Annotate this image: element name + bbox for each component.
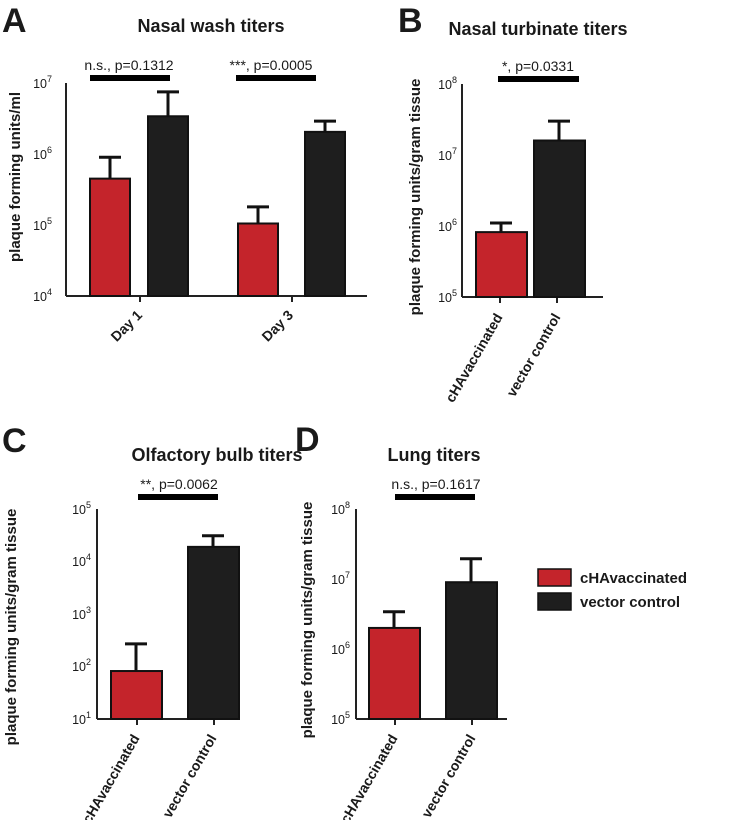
panel-b: B Nasal turbinate titers plaque forming …: [398, 2, 628, 405]
panel-a-bar-cha-day1: [89, 177, 131, 298]
panel-b-bar-vector: [533, 139, 586, 298]
panel-d-ytick-label: 108: [331, 500, 350, 517]
panel-a-category-label: Day 3: [258, 307, 296, 345]
panel-a-bar-vector-day1: [147, 115, 189, 297]
panel-a-error-cha-day3: [247, 205, 269, 224]
panel-d-letter: D: [295, 421, 320, 459]
legend-swatch-vector: [537, 592, 572, 611]
panel-b-letter: B: [398, 2, 423, 40]
panel-b-title: Nasal turbinate titers: [448, 19, 627, 39]
panel-a-sig-bar-day1: [90, 75, 170, 81]
panel-d-ytick-label: 106: [331, 640, 350, 657]
legend-label-cha: cHAvaccinated: [580, 570, 687, 587]
panel-d-ytick-label: 107: [331, 570, 350, 587]
panel-c-category-label: vector control: [159, 732, 220, 820]
panel-c-sig-label: **, p=0.0062: [140, 476, 218, 492]
panel-c-ytick-label: 105: [72, 500, 91, 517]
panel-b-category-label: vector control: [503, 311, 564, 400]
panel-c-ytick-label: 104: [72, 552, 91, 569]
panel-a: A Nasal wash titers plaque forming units…: [2, 2, 367, 345]
panel-a-bar-cha-day3: [237, 222, 279, 297]
panel-b-bar-cha: [475, 231, 528, 298]
panel-c-error-cha: [125, 642, 147, 672]
panel-d-error-cha: [383, 610, 405, 628]
panel-a-ylabel: plaque forming units/ml: [7, 92, 24, 262]
panel-a-letter: A: [2, 2, 27, 40]
panel-d-sig-bar: [395, 494, 475, 500]
panel-b-sig-label: *, p=0.0331: [502, 58, 574, 74]
panel-a-ytick-label: 105: [33, 216, 52, 233]
panel-a-error-vector-day3: [314, 119, 336, 132]
panel-b-category-label: cHAvaccinated: [442, 311, 506, 405]
panel-c-ytick-label: 102: [72, 657, 91, 674]
panel-b-ylabel: plaque forming units/gram tissue: [407, 79, 424, 316]
panel-a-sig-label-day1: n.s., p=0.1312: [84, 57, 173, 73]
panel-b-ytick-label: 107: [438, 146, 457, 163]
panel-a-ytick-label: 106: [33, 145, 52, 162]
panel-a-error-cha-day1: [99, 155, 121, 179]
panel-c: C Olfactory bulb titers plaque forming u…: [2, 422, 303, 820]
panel-c-ytick-label: 101: [72, 710, 91, 727]
panel-c-error-vector: [202, 534, 224, 547]
panel-a-sig-bar-day3: [236, 75, 316, 81]
panel-c-letter: C: [2, 422, 27, 460]
panel-c-title: Olfactory bulb titers: [131, 445, 302, 465]
panel-c-sig-bar: [138, 494, 218, 500]
panel-b-sig-bar: [498, 76, 579, 82]
panel-a-sig-label-day3: ***, p=0.0005: [230, 57, 313, 73]
panel-b-ytick-label: 105: [438, 288, 457, 305]
legend-label-vector: vector control: [580, 594, 680, 611]
legend: cHAvaccinated vector control: [537, 568, 687, 611]
panel-a-ytick-label: 107: [33, 74, 52, 91]
panel-c-category-label: cHAvaccinated: [79, 732, 143, 820]
panel-b-error-vector: [548, 119, 570, 141]
panel-d-category-label: cHAvaccinated: [337, 732, 401, 820]
panel-a-error-vector-day1: [157, 90, 179, 117]
legend-swatch-cha: [537, 568, 572, 587]
panel-c-ytick-label: 103: [72, 605, 91, 622]
panel-c-bar-vector: [187, 545, 240, 720]
panel-c-ylabel: plaque forming units/gram tissue: [3, 509, 20, 746]
panel-b-ytick-label: 108: [438, 75, 457, 92]
panel-a-ytick-label: 104: [33, 287, 52, 304]
panel-d-error-vector: [460, 557, 482, 583]
panel-b-ytick-label: 106: [438, 217, 457, 234]
panel-d-sig-label: n.s., p=0.1617: [391, 476, 480, 492]
panel-d-category-label: vector control: [418, 732, 479, 820]
panel-a-category-label: Day 1: [107, 307, 145, 345]
panel-c-bar-cha: [110, 670, 163, 721]
panel-a-title: Nasal wash titers: [137, 16, 284, 36]
panel-d-title: Lung titers: [388, 445, 481, 465]
panel-b-error-cha: [490, 221, 512, 233]
panel-d-bar-cha: [368, 626, 421, 721]
panel-d-ylabel: plaque forming units/gram tissue: [299, 502, 316, 739]
panel-d-ytick-label: 105: [331, 710, 350, 727]
panel-d-bar-vector: [445, 581, 498, 720]
panel-d: D Lung titers plaque forming units/gram …: [295, 421, 507, 820]
panel-a-bar-vector-day3: [304, 130, 346, 297]
